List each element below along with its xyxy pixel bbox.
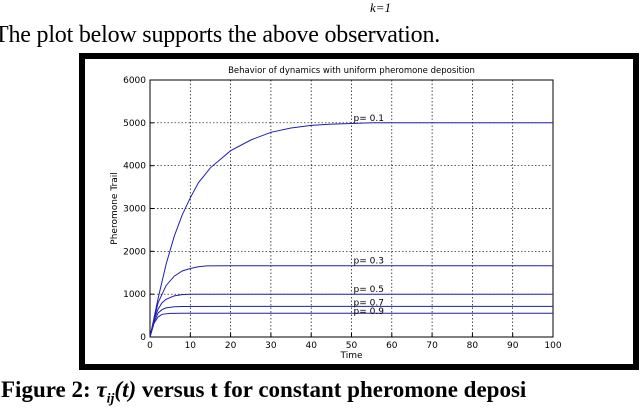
x-tick-label: 100 <box>544 341 561 351</box>
figure-frame: 0 10 20 30 40 50 60 70 80 90 100 0 1000 2000 3000 4000 5… <box>79 53 639 370</box>
equation-subscript: k=1 <box>370 0 392 15</box>
y-axis-label: Pheromone Trail <box>110 172 120 244</box>
x-tick-label: 70 <box>426 341 438 351</box>
x-tick-label: 50 <box>346 341 358 351</box>
x-tick-label: 80 <box>467 341 479 351</box>
x-tick-label: 20 <box>225 341 237 351</box>
caption-prefix: Figure 2: <box>1 377 97 402</box>
caption-tau-arg: (t) <box>114 377 137 402</box>
series-line-5 <box>149 312 553 338</box>
x-axis-label: Time <box>339 351 362 361</box>
y-tick-label: 1000 <box>123 290 146 300</box>
series-line-4 <box>149 305 553 338</box>
series-label: p= 0.3 <box>354 257 384 267</box>
y-tick-label: 6000 <box>123 76 146 86</box>
caption-tau: τij(t) <box>96 377 137 407</box>
caption-tau-symbol: τ <box>96 377 107 402</box>
series-label: p= 0.5 <box>354 285 384 295</box>
series-label: p= 0.7 <box>354 298 384 308</box>
y-tick-label: 5000 <box>123 119 146 129</box>
series-line-1 <box>149 122 553 338</box>
x-tick-label: 60 <box>386 341 398 351</box>
y-tick-label: 2000 <box>123 247 146 257</box>
line-chart: 0 10 20 30 40 50 60 70 80 90 100010002000300040005… <box>110 66 562 361</box>
caption-tau-subscript: ij <box>106 391 115 407</box>
series-line-3 <box>149 293 553 338</box>
y-tick-label: 3000 <box>123 205 146 215</box>
x-tick-label: 40 <box>305 341 317 351</box>
chart-title: Behavior of dynamics with uniform pherom… <box>228 66 475 76</box>
series-label: p= 0.1 <box>354 114 384 124</box>
x-tick-label: 0 <box>147 341 153 351</box>
x-tick-label: 10 <box>185 341 197 351</box>
y-tick-label: 4000 <box>123 162 146 172</box>
figure-caption: Figure 2: τij(t) versus t for constant p… <box>1 377 526 408</box>
caption-rest: versus t for constant pheromone deposi <box>136 377 527 402</box>
x-tick-label: 90 <box>507 341 519 351</box>
y-tick-label: 0 <box>140 333 146 343</box>
body-text: The plot below supports the above observ… <box>0 22 441 48</box>
x-tick-label: 30 <box>265 341 277 351</box>
series-label: p= 0.9 <box>354 307 385 317</box>
series-line-2 <box>149 265 553 338</box>
